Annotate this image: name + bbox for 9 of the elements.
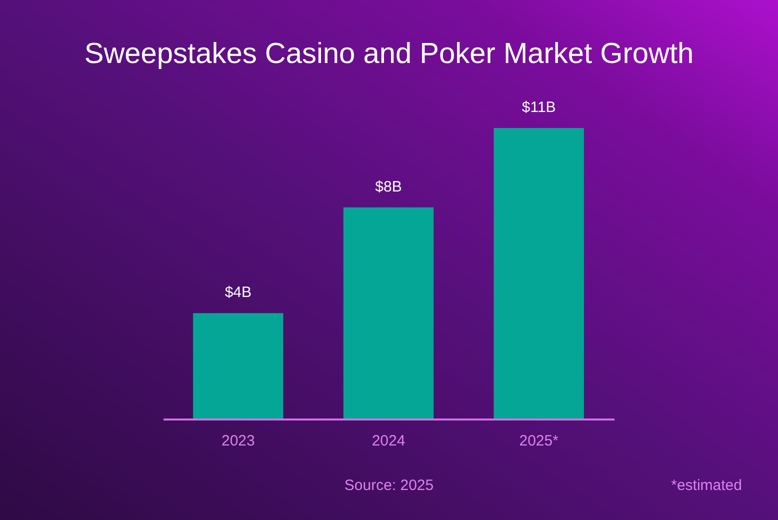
data-label: $8B bbox=[375, 178, 402, 196]
data-label: $4B bbox=[224, 284, 252, 302]
x-tick-label: 2023 bbox=[221, 432, 255, 450]
x-tick-label: 2024 bbox=[372, 432, 406, 450]
text: *estimated bbox=[671, 477, 742, 494]
x-tick-label: 2025* bbox=[519, 432, 559, 450]
source-note: Source: 2025 bbox=[344, 477, 434, 494]
data-label: $11B bbox=[522, 99, 556, 116]
chart-title: Sweepstakes Casino and Poker Market Growth bbox=[84, 38, 694, 70]
